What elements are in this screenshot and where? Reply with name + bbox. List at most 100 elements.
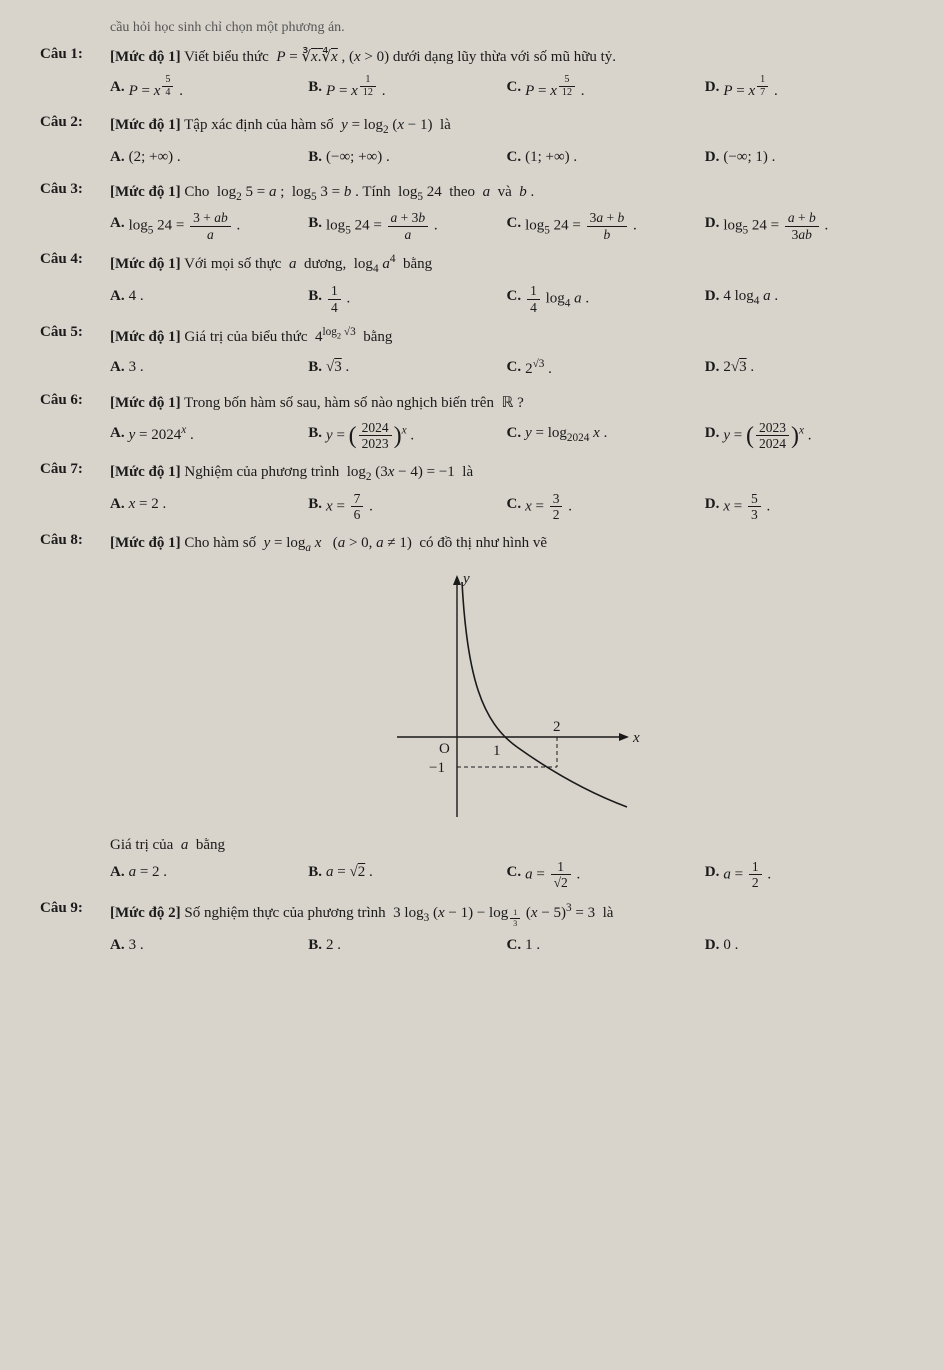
svg-text:−1: −1 — [429, 760, 445, 776]
question-body: [Mức độ 1] Tập xác định của hàm số y = l… — [110, 114, 903, 170]
log-graph: yxO12−1 — [367, 567, 647, 827]
choice-label: C. — [507, 492, 522, 522]
graph-container: yxO12−1 — [110, 567, 903, 827]
choice-value: 14 . — [326, 284, 350, 314]
choice-label: D. — [705, 355, 720, 383]
svg-text:O: O — [439, 741, 450, 757]
choice-value: x = 32 . — [525, 492, 572, 522]
choice-label: D. — [705, 860, 720, 890]
choice-list: A.y = 2024x .B.y = (20242023)x .C.y = lo… — [110, 421, 903, 451]
question-subtext: Giá trị của a bằng — [110, 837, 903, 854]
choice: D.4 log4 a . — [705, 284, 903, 314]
choice-value: 4 log4 a . — [723, 284, 778, 314]
choice-list: A.x = 2 .B.x = 76 .C.x = 32 .D.x = 53 . — [110, 492, 903, 522]
question-label: Câu 7: — [40, 461, 110, 522]
choice: A.x = 2 . — [110, 492, 308, 522]
choice-value: P = x54 . — [129, 75, 183, 105]
choice-list: A.a = 2 .B.a = √2 .C.a = 1√2 .D.a = 12 . — [110, 860, 903, 890]
question-label: Câu 3: — [40, 181, 110, 242]
question-stem: [Mức độ 1] Cho log2 5 = a ; log5 3 = b .… — [110, 181, 903, 206]
question-label: Câu 2: — [40, 114, 110, 170]
choice: B.log5 24 = a + 3ba . — [308, 211, 506, 241]
choice-value: P = x17 . — [723, 75, 777, 105]
question: Câu 4:[Mức độ 1] Với mọi số thực a dương… — [40, 251, 903, 314]
choice-label: A. — [110, 145, 125, 171]
choice-list: A.P = x54 .B.P = x112 .C.P = x512 .D.P =… — [110, 75, 903, 105]
choice-label: D. — [705, 145, 720, 171]
svg-text:x: x — [632, 730, 640, 746]
choice: C.P = x512 . — [507, 75, 705, 105]
question-label: Câu 9: — [40, 900, 110, 959]
choice: D.log5 24 = a + b3ab . — [705, 211, 903, 241]
choice: A.4 . — [110, 284, 308, 314]
choice: B.P = x112 . — [308, 75, 506, 105]
choice-label: D. — [705, 211, 720, 241]
choice-value: 2 . — [326, 933, 341, 959]
choice-list: A.(2; +∞) .B.(−∞; +∞) .C.(1; +∞) .D.(−∞;… — [110, 145, 903, 171]
question-body: [Mức độ 1] Nghiệm của phương trình log2 … — [110, 461, 903, 522]
choice: A.P = x54 . — [110, 75, 308, 105]
choice: D.a = 12 . — [705, 860, 903, 890]
choice-list: A.3 .B.2 .C.1 .D.0 . — [110, 933, 903, 959]
choice-label: D. — [705, 933, 720, 959]
choice-value: log5 24 = 3a + bb . — [525, 211, 637, 241]
choice: B.(−∞; +∞) . — [308, 145, 506, 171]
choice-label: A. — [110, 75, 125, 105]
choice: C.a = 1√2 . — [507, 860, 705, 890]
choice-value: a = 12 . — [723, 860, 771, 890]
question: Câu 7:[Mức độ 1] Nghiệm của phương trình… — [40, 461, 903, 522]
choice-label: A. — [110, 284, 125, 314]
svg-text:1: 1 — [493, 743, 501, 759]
choice-value: log5 24 = 3 + aba . — [129, 211, 241, 241]
choice-value: (−∞; 1) . — [723, 145, 775, 171]
choice: B.x = 76 . — [308, 492, 506, 522]
question-body: [Mức độ 1] Với mọi số thực a dương, log4… — [110, 251, 903, 314]
choice-label: D. — [705, 421, 720, 451]
question-stem: [Mức độ 1] Trong bốn hàm số sau, hàm số … — [110, 392, 903, 415]
choice-label: B. — [308, 933, 322, 959]
choice: D.2√3 . — [705, 355, 903, 383]
choice: B.√3 . — [308, 355, 506, 383]
exam-page: cầu hỏi học sinh chỉ chọn một phương án.… — [0, 0, 943, 1359]
question-stem: [Mức độ 1] Viết biểu thức P = ∛x.∜x , (x… — [110, 46, 903, 69]
choice: A.a = 2 . — [110, 860, 308, 890]
choice: B.y = (20242023)x . — [308, 421, 506, 451]
choice-label: B. — [308, 284, 322, 314]
choice-label: B. — [308, 145, 322, 171]
svg-text:2: 2 — [553, 719, 561, 735]
choice: A.y = 2024x . — [110, 421, 308, 451]
choice-label: C. — [507, 860, 522, 890]
choice-value: log5 24 = a + b3ab . — [723, 211, 828, 241]
choice: C.x = 32 . — [507, 492, 705, 522]
question-stem: [Mức độ 1] Giá trị của biểu thức 4log2 √… — [110, 324, 903, 349]
choice-value: P = x112 . — [326, 75, 385, 105]
choice-value: 3 . — [129, 355, 144, 383]
choice-label: A. — [110, 492, 125, 522]
question-label: Câu 1: — [40, 46, 110, 104]
choice-value: log5 24 = a + 3ba . — [326, 211, 438, 241]
choice-label: A. — [110, 860, 125, 890]
choice-label: B. — [308, 355, 322, 383]
choice-value: x = 53 . — [723, 492, 770, 522]
choice: B.a = √2 . — [308, 860, 506, 890]
choice-list: A.3 .B.√3 .C.2√3 .D.2√3 . — [110, 355, 903, 383]
choice-label: C. — [507, 355, 522, 383]
choice: B.14 . — [308, 284, 506, 314]
choice-value: x = 2 . — [129, 492, 167, 522]
choice-value: a = √2 . — [326, 860, 373, 890]
choice-label: C. — [507, 211, 522, 241]
choice-label: B. — [308, 492, 322, 522]
choice-value: 2√3 . — [723, 355, 754, 383]
question-stem: [Mức độ 1] Với mọi số thực a dương, log4… — [110, 251, 903, 278]
choice-label: A. — [110, 933, 125, 959]
choice-value: 2√3 . — [525, 355, 552, 383]
choice-label: C. — [507, 284, 522, 314]
question: Câu 9:[Mức độ 2] Số nghiệm thực của phươ… — [40, 900, 903, 959]
choice-value: P = x512 . — [525, 75, 584, 105]
choice-value: (−∞; +∞) . — [326, 145, 390, 171]
question-stem: [Mức độ 1] Nghiệm của phương trình log2 … — [110, 461, 903, 486]
choice-value: 1 . — [525, 933, 540, 959]
question-stem: [Mức độ 1] Cho hàm số y = loga x (a > 0,… — [110, 532, 903, 557]
question: Câu 6:[Mức độ 1] Trong bốn hàm số sau, h… — [40, 392, 903, 451]
choice-value: a = 1√2 . — [525, 860, 580, 890]
